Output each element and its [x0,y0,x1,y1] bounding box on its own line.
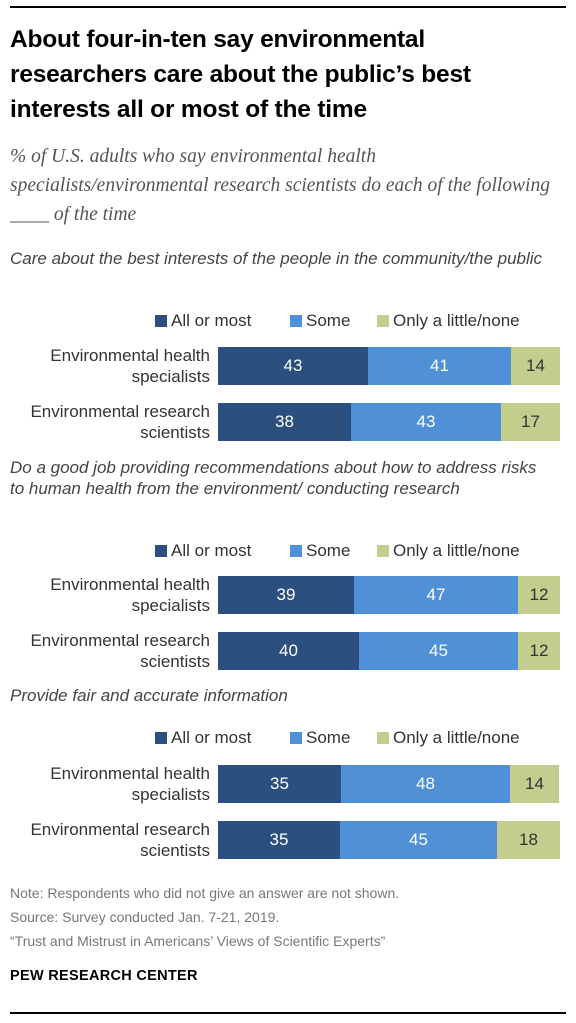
bar-segment-all-or-most: 43 [218,347,368,385]
data-label: 41 [430,356,449,375]
bar-segment-only-a-little-none: 12 [518,576,560,614]
legend-swatch [377,545,389,557]
data-label: 12 [529,641,549,660]
panel-title: Provide fair and accurate information [10,686,288,705]
legend-swatch [290,315,302,327]
footer-note: Note: Respondents who did not give an an… [10,885,400,901]
bar-segment-only-a-little-none: 12 [518,632,560,670]
legend-item-all-or-most: All or most [155,310,251,332]
bar-segment-only-a-little-none: 14 [511,347,560,385]
category-label: Environmental research scientists [30,820,210,860]
data-label: 45 [409,830,428,849]
bar-segment-some: 43 [351,403,501,441]
bar-segment-all-or-most: 40 [218,632,359,670]
category-label: Environmental research scientists [30,631,210,671]
bottom-rule [10,1012,566,1014]
data-label: 18 [519,830,538,849]
legend-item-all-or-most: All or most [155,540,251,562]
brand-name: PEW RESEARCH CENTER [10,968,198,984]
bar-segment-all-or-most: 35 [218,765,341,803]
panel-title: Care about the best interests of the peo… [10,249,543,268]
category-label: Environmental research scientists [30,402,210,442]
legend-label: Some [306,311,351,330]
legend-label: All or most [171,541,252,560]
legend: All or most Some Only a little/none [0,310,576,332]
data-label: 43 [416,412,436,431]
top-rule [10,6,566,8]
data-label: 14 [526,356,545,375]
panel-title: Do a good job providing recommendations … [10,458,537,498]
footer-source: Source: Survey conducted Jan. 7-21, 2019… [10,909,280,925]
legend-item-only-a-little-none: Only a little/none [377,540,520,562]
legend-swatch [155,732,167,744]
chart-subtitle: % of U.S. adults who say environmental h… [10,146,550,225]
chart-title: About four-in-ten say environmental rese… [10,26,471,123]
category-label: Environmental health specialists [50,575,210,615]
data-label: 38 [275,412,294,431]
legend-swatch [377,315,389,327]
legend: All or most Some Only a little/none [0,540,576,562]
data-label: 45 [429,641,448,660]
legend: All or most Some Only a little/none [0,727,576,749]
bar-segment-all-or-most: 38 [218,403,351,441]
bar-segment-only-a-little-none: 18 [497,821,560,859]
legend-label: Only a little/none [393,311,520,330]
legend-label: All or most [171,311,252,330]
legend-item-only-a-little-none: Only a little/none [377,727,520,749]
legend-label: Some [306,541,351,560]
data-label: 35 [270,774,289,793]
legend-item-some: Some [290,540,350,562]
bar-segment-all-or-most: 35 [218,821,340,859]
legend-label: Only a little/none [393,728,520,747]
bar-segment-some: 41 [368,347,511,385]
data-label: 47 [426,585,446,604]
bar-segment-only-a-little-none: 17 [501,403,560,441]
footer-report: “Trust and Mistrust in Americans’ Views … [10,933,386,949]
bar-segment-some: 45 [359,632,518,670]
legend-item-some: Some [290,727,350,749]
bar-segment-some: 45 [340,821,497,859]
data-label: 48 [416,774,435,793]
data-label: 14 [525,774,544,793]
bar-segment-some: 48 [341,765,510,803]
legend-swatch [155,545,167,557]
bar-segment-only-a-little-none: 14 [510,765,559,803]
legend-swatch [290,545,302,557]
legend-item-all-or-most: All or most [155,727,251,749]
legend-swatch [290,732,302,744]
category-label: Environmental health specialists [50,346,210,386]
bar-segment-some: 47 [354,576,518,614]
bar-segment-all-or-most: 39 [218,576,354,614]
data-label: 40 [279,641,298,660]
category-label: Environmental health specialists [50,764,210,804]
legend-label: All or most [171,728,252,747]
legend-item-some: Some [290,310,350,332]
legend-label: Only a little/none [393,541,520,560]
legend-swatch [377,732,389,744]
legend-swatch [155,315,167,327]
legend-item-only-a-little-none: Only a little/none [377,310,520,332]
data-label: 39 [276,585,296,604]
data-label: 17 [521,412,540,431]
data-label: 43 [283,356,303,375]
legend-label: Some [306,728,351,747]
data-label: 12 [529,585,549,604]
data-label: 35 [269,830,289,849]
